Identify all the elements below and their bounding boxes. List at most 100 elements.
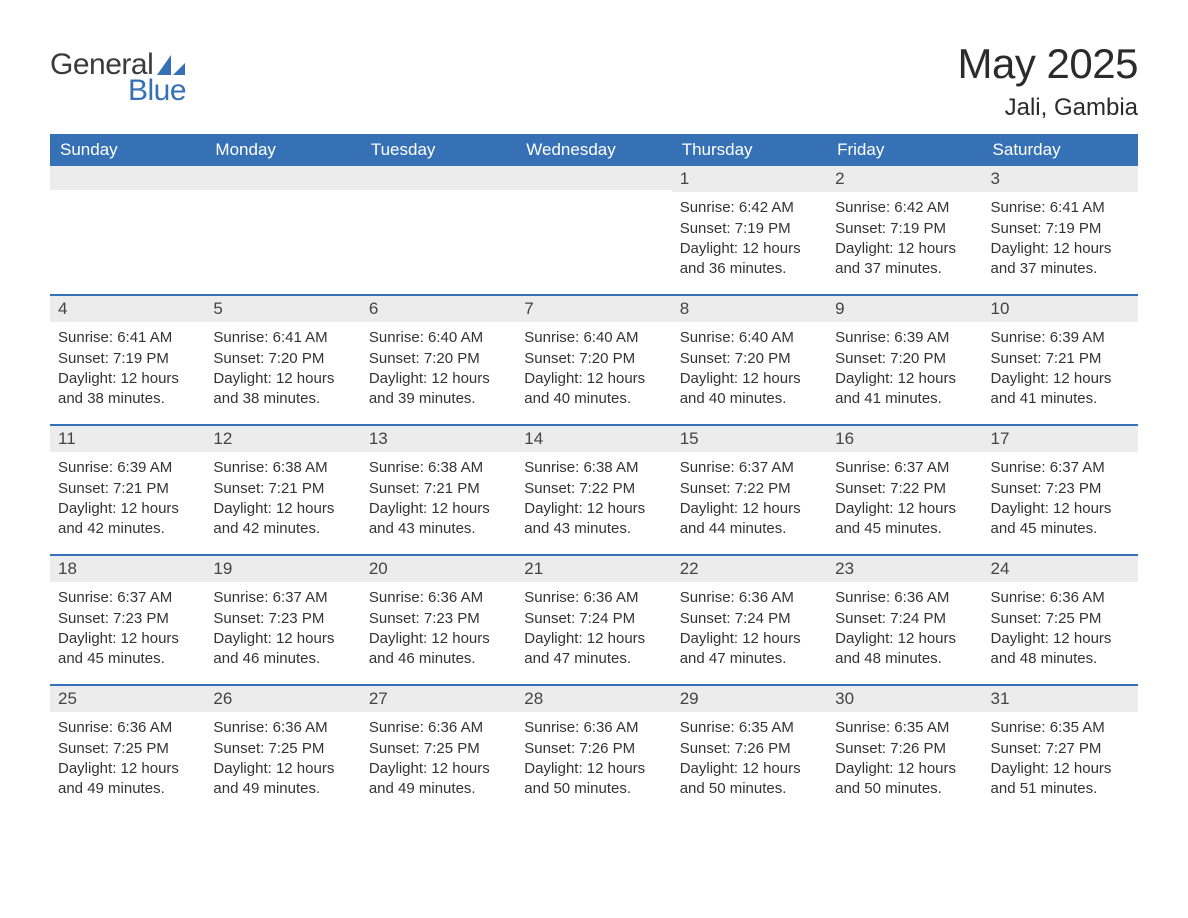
day-number: 14: [516, 426, 671, 452]
day-number: 21: [516, 556, 671, 582]
day-body: Sunrise: 6:41 AMSunset: 7:19 PMDaylight:…: [50, 322, 205, 417]
sunrise-line: Sunrise: 6:35 AM: [991, 718, 1130, 738]
calendar-cell: 13Sunrise: 6:38 AMSunset: 7:21 PMDayligh…: [361, 426, 516, 554]
day-number: [361, 166, 516, 190]
header-tuesday: Tuesday: [361, 134, 516, 166]
day-number: 31: [983, 686, 1138, 712]
sunrise-line: Sunrise: 6:36 AM: [369, 718, 508, 738]
sunrise-line: Sunrise: 6:42 AM: [835, 198, 974, 218]
day-number: 23: [827, 556, 982, 582]
day-body: Sunrise: 6:39 AMSunset: 7:20 PMDaylight:…: [827, 322, 982, 417]
daylight-line: Daylight: 12 hours and 50 minutes.: [524, 759, 663, 800]
sunrise-line: Sunrise: 6:38 AM: [213, 458, 352, 478]
header-wednesday: Wednesday: [516, 134, 671, 166]
calendar-cell: 28Sunrise: 6:36 AMSunset: 7:26 PMDayligh…: [516, 686, 671, 814]
sunrise-line: Sunrise: 6:36 AM: [58, 718, 197, 738]
day-number: 16: [827, 426, 982, 452]
sunset-line: Sunset: 7:19 PM: [835, 219, 974, 239]
day-body: Sunrise: 6:35 AMSunset: 7:26 PMDaylight:…: [672, 712, 827, 807]
calendar-cell: 21Sunrise: 6:36 AMSunset: 7:24 PMDayligh…: [516, 556, 671, 684]
day-number: 19: [205, 556, 360, 582]
day-body: Sunrise: 6:42 AMSunset: 7:19 PMDaylight:…: [827, 192, 982, 287]
sunrise-line: Sunrise: 6:37 AM: [213, 588, 352, 608]
daylight-line: Daylight: 12 hours and 49 minutes.: [213, 759, 352, 800]
sunrise-line: Sunrise: 6:42 AM: [680, 198, 819, 218]
day-body: Sunrise: 6:41 AMSunset: 7:20 PMDaylight:…: [205, 322, 360, 417]
day-number: 2: [827, 166, 982, 192]
calendar-page: General Blue May 2025 Jali, Gambia Sunda…: [0, 0, 1188, 834]
calendar-cell: 8Sunrise: 6:40 AMSunset: 7:20 PMDaylight…: [672, 296, 827, 424]
sunrise-line: Sunrise: 6:37 AM: [991, 458, 1130, 478]
day-number: 5: [205, 296, 360, 322]
daylight-line: Daylight: 12 hours and 47 minutes.: [680, 629, 819, 670]
sunset-line: Sunset: 7:19 PM: [991, 219, 1130, 239]
day-number: 12: [205, 426, 360, 452]
day-number: 27: [361, 686, 516, 712]
calendar-cell: 30Sunrise: 6:35 AMSunset: 7:26 PMDayligh…: [827, 686, 982, 814]
header-monday: Monday: [205, 134, 360, 166]
calendar-cell: 19Sunrise: 6:37 AMSunset: 7:23 PMDayligh…: [205, 556, 360, 684]
day-number: [50, 166, 205, 190]
sunrise-line: Sunrise: 6:36 AM: [680, 588, 819, 608]
day-body: Sunrise: 6:36 AMSunset: 7:23 PMDaylight:…: [361, 582, 516, 677]
daylight-line: Daylight: 12 hours and 51 minutes.: [991, 759, 1130, 800]
daylight-line: Daylight: 12 hours and 43 minutes.: [524, 499, 663, 540]
daylight-line: Daylight: 12 hours and 46 minutes.: [213, 629, 352, 670]
day-body: Sunrise: 6:40 AMSunset: 7:20 PMDaylight:…: [672, 322, 827, 417]
day-body: Sunrise: 6:37 AMSunset: 7:22 PMDaylight:…: [672, 452, 827, 547]
day-number: 17: [983, 426, 1138, 452]
sunset-line: Sunset: 7:19 PM: [680, 219, 819, 239]
calendar-cell: 11Sunrise: 6:39 AMSunset: 7:21 PMDayligh…: [50, 426, 205, 554]
sunset-line: Sunset: 7:22 PM: [524, 479, 663, 499]
header-thursday: Thursday: [672, 134, 827, 166]
day-body: Sunrise: 6:37 AMSunset: 7:23 PMDaylight:…: [205, 582, 360, 677]
day-number: 25: [50, 686, 205, 712]
sunrise-line: Sunrise: 6:37 AM: [680, 458, 819, 478]
sunset-line: Sunset: 7:22 PM: [835, 479, 974, 499]
title-block: May 2025 Jali, Gambia: [958, 40, 1138, 122]
day-number: 28: [516, 686, 671, 712]
daylight-line: Daylight: 12 hours and 48 minutes.: [991, 629, 1130, 670]
daylight-line: Daylight: 12 hours and 41 minutes.: [835, 369, 974, 410]
calendar-cell: 10Sunrise: 6:39 AMSunset: 7:21 PMDayligh…: [983, 296, 1138, 424]
daylight-line: Daylight: 12 hours and 42 minutes.: [213, 499, 352, 540]
weeks-container: 1Sunrise: 6:42 AMSunset: 7:19 PMDaylight…: [50, 166, 1138, 814]
day-number: 8: [672, 296, 827, 322]
sunset-line: Sunset: 7:25 PM: [991, 609, 1130, 629]
sunset-line: Sunset: 7:22 PM: [680, 479, 819, 499]
calendar-cell: 15Sunrise: 6:37 AMSunset: 7:22 PMDayligh…: [672, 426, 827, 554]
daylight-line: Daylight: 12 hours and 47 minutes.: [524, 629, 663, 670]
day-body: Sunrise: 6:38 AMSunset: 7:22 PMDaylight:…: [516, 452, 671, 547]
sunrise-line: Sunrise: 6:36 AM: [369, 588, 508, 608]
sunset-line: Sunset: 7:20 PM: [680, 349, 819, 369]
sunset-line: Sunset: 7:20 PM: [835, 349, 974, 369]
sunset-line: Sunset: 7:25 PM: [58, 739, 197, 759]
calendar-cell: 7Sunrise: 6:40 AMSunset: 7:20 PMDaylight…: [516, 296, 671, 424]
sunrise-line: Sunrise: 6:41 AM: [58, 328, 197, 348]
calendar-cell: 16Sunrise: 6:37 AMSunset: 7:22 PMDayligh…: [827, 426, 982, 554]
sunrise-line: Sunrise: 6:39 AM: [991, 328, 1130, 348]
sunrise-line: Sunrise: 6:40 AM: [369, 328, 508, 348]
day-number: 13: [361, 426, 516, 452]
sunset-line: Sunset: 7:20 PM: [369, 349, 508, 369]
sunrise-line: Sunrise: 6:36 AM: [835, 588, 974, 608]
calendar-cell: [516, 166, 671, 294]
sunrise-line: Sunrise: 6:36 AM: [213, 718, 352, 738]
sunrise-line: Sunrise: 6:37 AM: [58, 588, 197, 608]
daylight-line: Daylight: 12 hours and 50 minutes.: [680, 759, 819, 800]
calendar-cell: [205, 166, 360, 294]
calendar-cell: 25Sunrise: 6:36 AMSunset: 7:25 PMDayligh…: [50, 686, 205, 814]
sunrise-line: Sunrise: 6:40 AM: [524, 328, 663, 348]
day-body: Sunrise: 6:35 AMSunset: 7:26 PMDaylight:…: [827, 712, 982, 807]
calendar-grid: Sunday Monday Tuesday Wednesday Thursday…: [50, 134, 1138, 814]
page-title: May 2025: [958, 40, 1138, 88]
sunrise-line: Sunrise: 6:41 AM: [991, 198, 1130, 218]
day-body: Sunrise: 6:36 AMSunset: 7:25 PMDaylight:…: [50, 712, 205, 807]
day-body: Sunrise: 6:36 AMSunset: 7:24 PMDaylight:…: [516, 582, 671, 677]
sunset-line: Sunset: 7:25 PM: [213, 739, 352, 759]
day-number: 20: [361, 556, 516, 582]
daylight-line: Daylight: 12 hours and 43 minutes.: [369, 499, 508, 540]
sunset-line: Sunset: 7:21 PM: [991, 349, 1130, 369]
calendar-cell: 14Sunrise: 6:38 AMSunset: 7:22 PMDayligh…: [516, 426, 671, 554]
sunrise-line: Sunrise: 6:38 AM: [369, 458, 508, 478]
